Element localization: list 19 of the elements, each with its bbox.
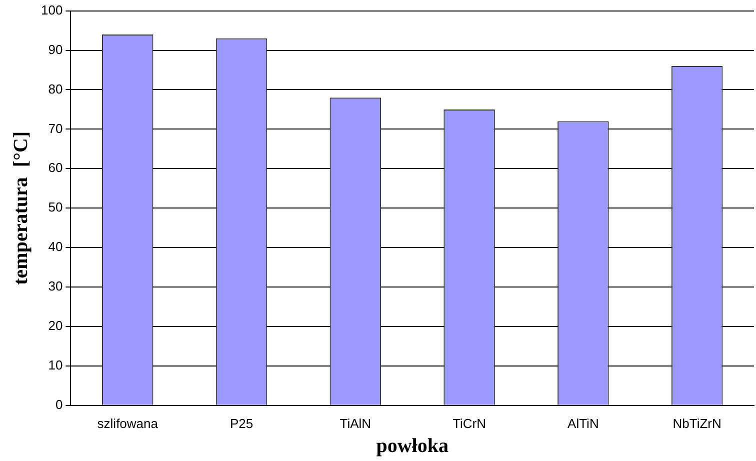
x-tick-label: AlTiN [568,416,599,431]
y-tick-label: 40 [48,239,63,254]
y-tick-label: 30 [48,278,63,294]
y-tick-label: 50 [48,200,63,215]
x-tick-label: szlifowana [97,416,159,431]
y-tick-label: 70 [48,120,63,136]
x-tick-label: TiAlN [340,416,372,431]
y-tick-label: 0 [55,396,63,412]
y-tick-label: 90 [48,42,63,57]
x-tick-label: NbTiZrN [672,416,722,431]
y-tick-label: 100 [40,2,63,18]
y-tick-label: 20 [48,318,63,334]
x-tick-label: P25 [230,416,254,431]
y-tick-label: 60 [48,160,63,176]
x-axis-title: powłoka [376,435,448,458]
y-tick-label: 10 [48,358,63,373]
x-tick-label: TiCrN [452,416,486,431]
y-tick-label: 80 [48,81,63,96]
y-axis-title: temperatura [°C] [10,131,32,285]
